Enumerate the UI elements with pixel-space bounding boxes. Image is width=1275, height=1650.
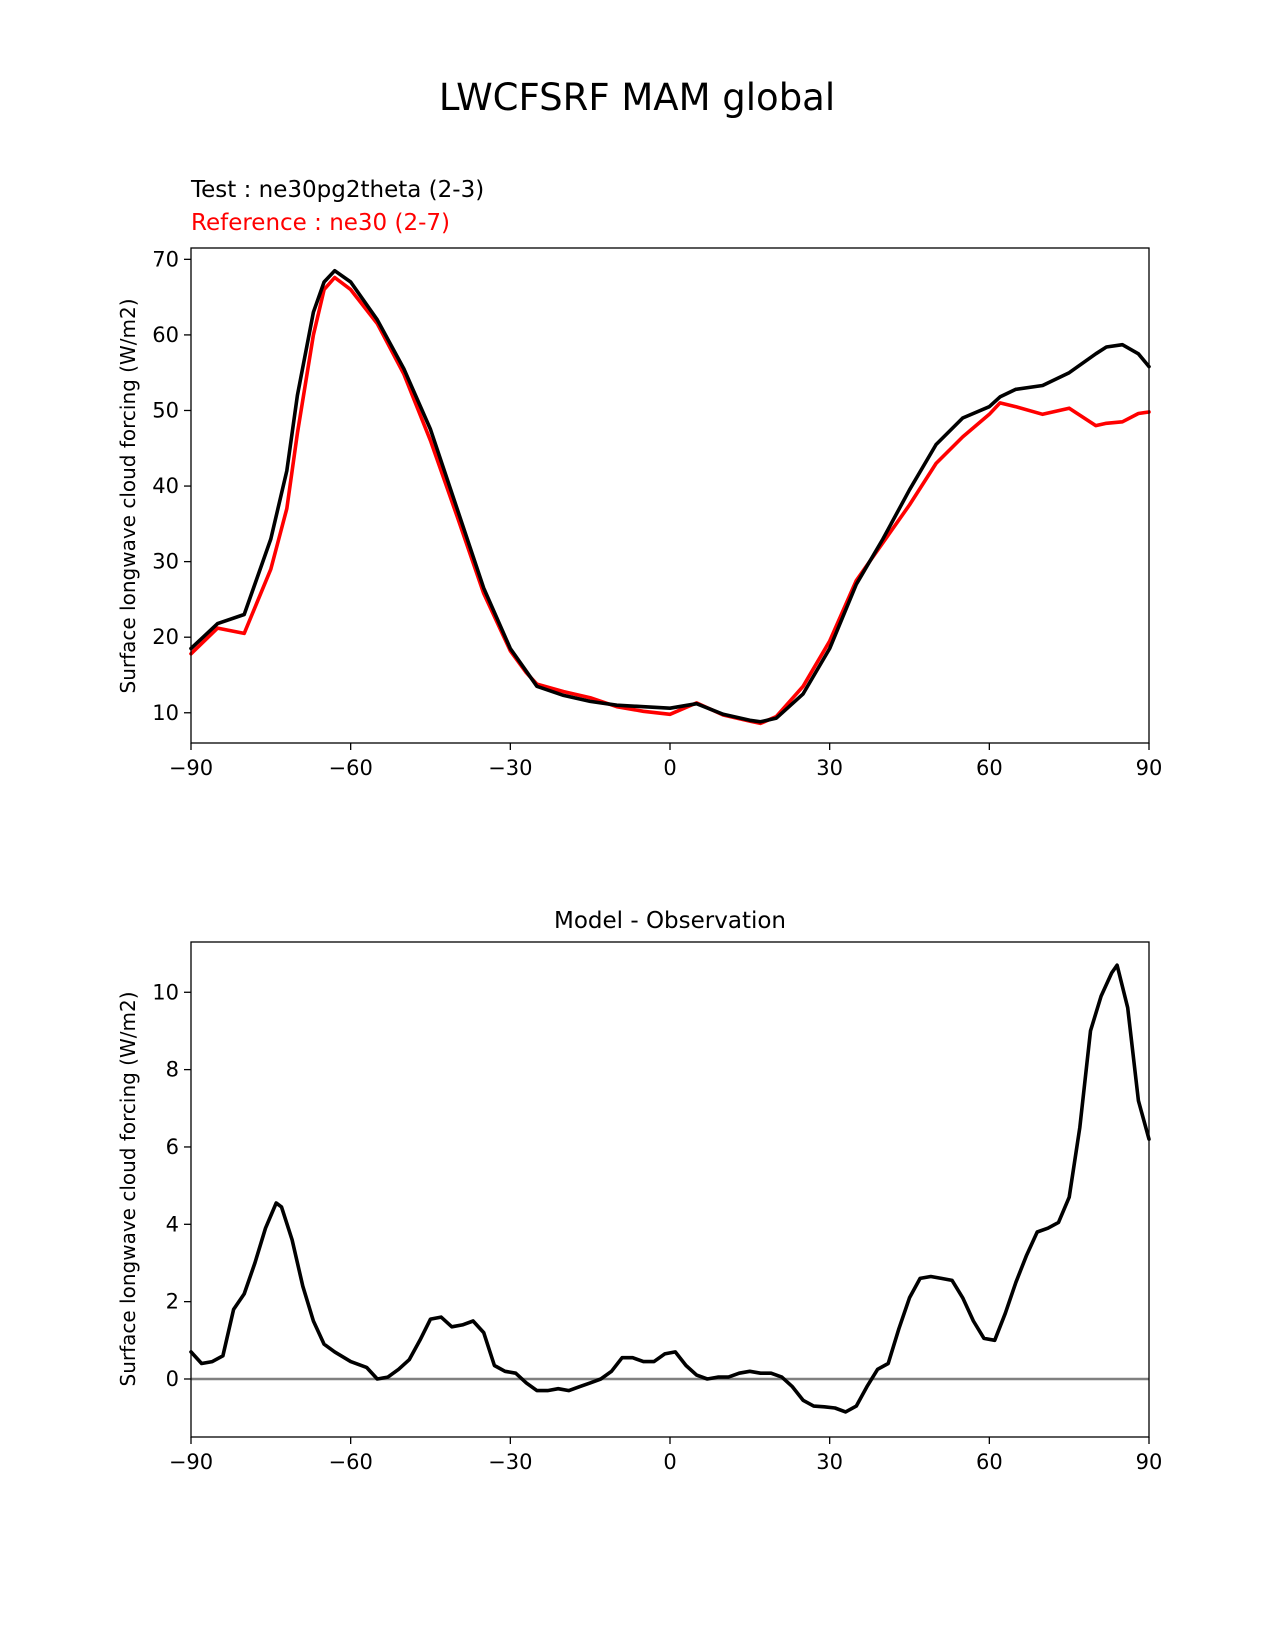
x-tick-label: −60 (329, 756, 373, 780)
x-tick-label: 60 (976, 1450, 1003, 1474)
difference-title: Model - Observation (554, 908, 786, 934)
zonal-mean-panel: Test : ne30pg2theta (2-3) Reference : ne… (116, 177, 1162, 780)
y-tick-label: 10 (152, 701, 179, 725)
y-tick-label: 0 (166, 1367, 179, 1391)
plot-frame (190, 941, 1150, 1438)
x-tick-label: 0 (663, 1450, 676, 1474)
y-tick-label: 20 (152, 625, 179, 649)
x-tick-label: −30 (488, 1450, 532, 1474)
axis-ticks: −90 −60 −30 0 30 60 90 10 20 30 40 50 60 70 (152, 247, 1162, 780)
test-series-line (189, 268, 1151, 724)
difference-panel: Model - Observation Surface longwave clo… (116, 908, 1162, 1474)
y-tick-label: 4 (166, 1212, 179, 1236)
x-tick-label: 0 (663, 756, 676, 780)
x-tick-label: 60 (976, 756, 1003, 780)
test-label: Test : ne30pg2theta (2-3) (190, 177, 484, 203)
y-tick-label: 60 (152, 323, 179, 347)
y-tick-label: 6 (166, 1135, 179, 1159)
x-tick-label: 30 (816, 1450, 843, 1474)
x-tick-label: −90 (169, 756, 213, 780)
y-tick-label: 40 (152, 474, 179, 498)
y-axis-label: Surface longwave cloud forcing (W/m2) (116, 991, 140, 1386)
figure-title: LWCFSRF MAM global (439, 76, 835, 119)
reference-label: Reference : ne30 (2-7) (191, 210, 450, 236)
y-axis-label: Surface longwave cloud forcing (W/m2) (116, 298, 140, 693)
y-tick-label: 30 (152, 550, 179, 574)
reference-series-line (189, 275, 1151, 726)
y-tick-label: 50 (152, 398, 179, 422)
x-tick-label: −90 (169, 1450, 213, 1474)
series-group (189, 268, 1151, 726)
x-tick-label: 90 (1136, 1450, 1163, 1474)
series-group (189, 963, 1151, 1414)
plot-frame (190, 247, 1150, 744)
axis-ticks: −90 −60 −30 0 30 60 90 0 2 4 6 8 10 (152, 980, 1162, 1474)
y-tick-label: 8 (166, 1058, 179, 1082)
y-tick-label: 10 (152, 980, 179, 1004)
model-observation-series-line (189, 963, 1151, 1414)
x-tick-label: −30 (488, 756, 532, 780)
y-tick-label: 70 (152, 247, 179, 271)
y-tick-label: 2 (166, 1290, 179, 1314)
x-tick-label: 30 (816, 756, 843, 780)
x-tick-label: 90 (1136, 756, 1163, 780)
x-tick-label: −60 (329, 1450, 373, 1474)
